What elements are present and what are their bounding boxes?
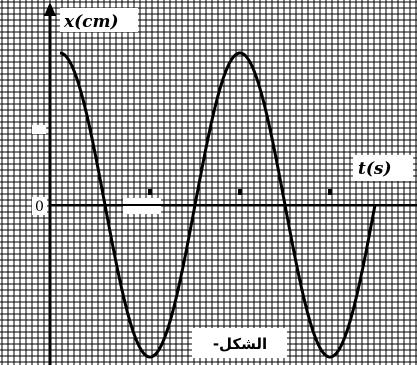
origin-label: 0 xyxy=(35,199,44,215)
x-tick-mark xyxy=(148,189,152,195)
x-label-mask xyxy=(353,155,413,181)
tick-marks xyxy=(32,125,332,195)
y-axis-arrow xyxy=(44,2,56,16)
y-tick-mark xyxy=(32,125,46,134)
label-masks xyxy=(32,8,413,358)
origin-mask xyxy=(32,197,47,215)
x-tick-mark xyxy=(238,189,242,195)
y-axis-label: x(cm) xyxy=(63,12,119,32)
displacement-curve xyxy=(59,51,377,359)
axes xyxy=(44,2,417,365)
x-tick-mark xyxy=(328,189,332,195)
y-label-mask xyxy=(60,8,138,32)
x-axis-label: t(s) xyxy=(358,159,392,179)
figure-caption: الشكل- xyxy=(213,335,267,353)
caption-mask xyxy=(192,328,287,358)
